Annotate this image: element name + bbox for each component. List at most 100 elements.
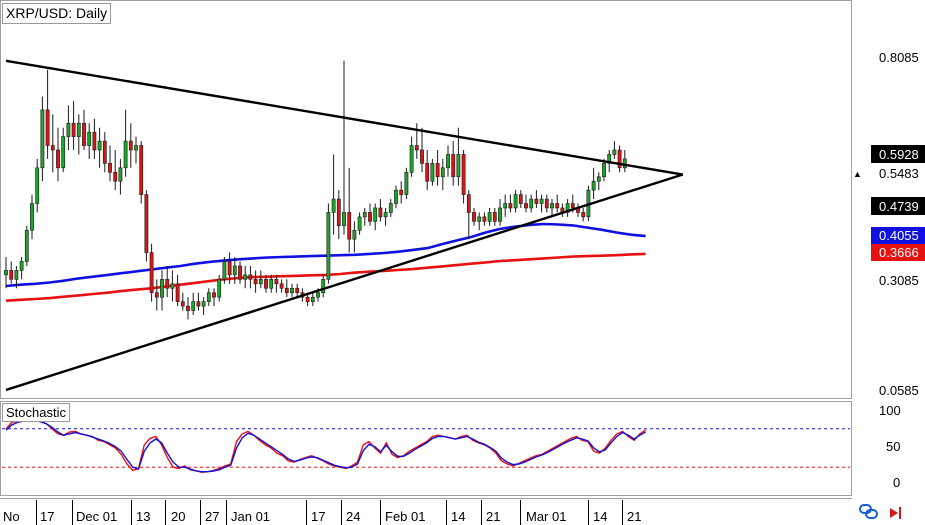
current-price-marker: ▲	[853, 169, 862, 179]
candle	[87, 123, 92, 159]
candle	[61, 127, 66, 173]
candle	[165, 265, 170, 298]
candle-body	[331, 198, 336, 213]
moving-averages	[5, 222, 646, 302]
candle-body	[555, 203, 560, 209]
moving-average-line	[5, 222, 646, 288]
candle	[394, 185, 398, 208]
candle	[4, 257, 8, 289]
candle-body	[253, 279, 258, 285]
candle-body	[248, 274, 253, 280]
candle-body	[264, 279, 268, 289]
time-axis-label: 27	[205, 509, 219, 524]
candle	[331, 154, 336, 235]
candle	[425, 149, 430, 191]
candle-body	[487, 212, 492, 222]
candle-body	[607, 154, 612, 164]
candle-body	[196, 301, 201, 307]
candle-body	[617, 149, 622, 169]
candle	[264, 274, 268, 293]
candle-body	[404, 171, 409, 195]
candle	[591, 167, 596, 200]
candle-body	[508, 203, 513, 209]
time-axis-label: 14	[593, 509, 607, 524]
candle-body	[160, 279, 164, 298]
candle	[461, 149, 466, 204]
candle	[108, 145, 112, 182]
candle	[113, 149, 118, 191]
candle	[482, 212, 487, 226]
candle-body	[305, 296, 310, 302]
price-tag-label: 0.3666	[879, 245, 919, 260]
candle	[40, 96, 45, 182]
candle-body	[14, 270, 19, 280]
candle	[248, 265, 253, 289]
trendlines	[5, 59, 684, 392]
trendline	[5, 173, 684, 392]
candle-body	[144, 194, 149, 253]
arrow-right-icon[interactable]	[890, 507, 901, 519]
candle-body	[378, 207, 383, 218]
time-axis-label: 21	[627, 509, 641, 524]
candle	[196, 292, 201, 311]
candle	[440, 158, 445, 191]
link-icon[interactable]	[859, 504, 878, 519]
candle-body	[186, 305, 190, 311]
candle	[128, 123, 133, 168]
time-axis-label: 21	[486, 509, 500, 524]
stochastic-axis-label: 100	[879, 403, 901, 418]
candle-body	[430, 163, 435, 182]
candle	[232, 257, 237, 284]
candle	[123, 109, 128, 177]
candle	[602, 158, 606, 182]
candle-body	[9, 270, 14, 280]
candle-body	[149, 252, 154, 294]
candle	[503, 194, 508, 217]
candle-body	[612, 149, 617, 155]
candle-body	[269, 279, 274, 289]
candle	[409, 136, 414, 177]
candle-body	[45, 109, 50, 146]
candle	[596, 172, 601, 191]
time-axis-label: No	[3, 509, 20, 524]
candle-body	[212, 292, 216, 298]
candle	[30, 194, 34, 240]
candle	[508, 194, 513, 213]
candle	[466, 190, 471, 240]
candlesticks	[4, 60, 627, 320]
candle	[404, 167, 409, 200]
candle	[534, 190, 539, 208]
candle	[279, 279, 284, 293]
time-axis-label: Mar 01	[526, 509, 566, 524]
candle-body	[102, 140, 107, 164]
candle	[97, 127, 102, 168]
candle	[217, 274, 222, 302]
candle	[201, 297, 206, 316]
candle	[206, 288, 211, 307]
candle-body	[87, 131, 92, 146]
candle-body	[82, 122, 86, 146]
candle	[550, 199, 554, 217]
candle	[175, 274, 180, 307]
candle-body	[170, 283, 175, 289]
candle	[477, 212, 482, 231]
candle	[76, 114, 81, 155]
candle	[102, 132, 107, 173]
candle-body	[591, 180, 596, 191]
time-axis-ticks	[36, 500, 623, 525]
time-axis-label: 24	[346, 509, 360, 524]
candle-body	[534, 198, 539, 204]
candle-body	[498, 207, 502, 222]
candle-body	[154, 292, 159, 298]
candle-body	[362, 212, 367, 218]
price-axis-label: 0.3085	[879, 273, 919, 288]
price-tag-bg	[871, 164, 925, 182]
price-tag-label: 0.5483	[879, 166, 919, 181]
candle	[19, 257, 24, 280]
candle	[492, 207, 497, 226]
candle-body	[539, 198, 544, 204]
candle-body	[97, 140, 102, 151]
price-tag-label: 0.4055	[879, 228, 919, 243]
candle-body	[336, 198, 341, 227]
candle	[612, 141, 617, 159]
